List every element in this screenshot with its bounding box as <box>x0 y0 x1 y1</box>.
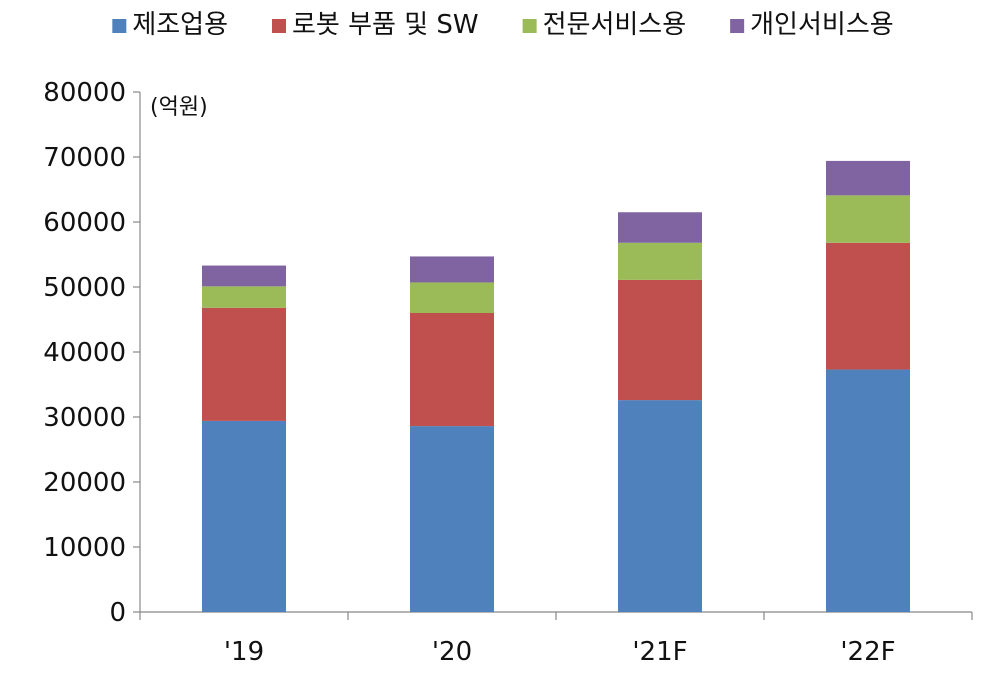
y-tick-label: 50000 <box>43 273 126 303</box>
y-tick-label: 70000 <box>43 143 126 173</box>
bar-segment-2 <box>826 195 910 243</box>
legend-swatch <box>522 19 537 33</box>
bar-segment-3 <box>826 160 910 196</box>
legend: 제조업용 로봇 부품 및 SW 전문서비스용 개인서비스용 <box>112 10 894 40</box>
x-tick-label: '20 <box>432 637 472 667</box>
legend-label: 로봇 부품 및 SW <box>292 10 479 40</box>
x-tick-label: '21F <box>632 637 687 667</box>
bars <box>202 160 910 612</box>
legend-swatch <box>730 19 745 33</box>
bar-segment-0 <box>826 369 910 612</box>
legend-swatch <box>272 19 287 33</box>
y-tick-label: 20000 <box>43 468 126 498</box>
bar-segment-0 <box>410 426 494 612</box>
y-tick-label: 0 <box>109 598 126 628</box>
legend-label: 제조업용 <box>132 10 228 40</box>
y-tick-label: 60000 <box>43 208 126 238</box>
y-tick-label: 80000 <box>43 78 126 108</box>
bar-segment-3 <box>618 212 702 243</box>
bar-segment-1 <box>202 307 286 421</box>
bar-segment-2 <box>202 286 286 308</box>
bar-segment-1 <box>618 279 702 401</box>
bar-segment-1 <box>826 242 910 370</box>
legend-label: 전문서비스용 <box>543 10 687 40</box>
y-tick-label: 30000 <box>43 403 126 433</box>
bar-segment-0 <box>202 420 286 612</box>
legend-label: 개인서비스용 <box>750 10 894 40</box>
x-tick-label: '19 <box>224 637 264 667</box>
bar-segment-0 <box>618 400 702 612</box>
y-tick-label: 10000 <box>43 533 126 563</box>
bar-segment-1 <box>410 313 494 427</box>
y-tick-label: 40000 <box>43 338 126 368</box>
bar-segment-2 <box>410 282 494 313</box>
bar-segment-3 <box>410 256 494 283</box>
bar-segment-3 <box>202 265 286 287</box>
x-axis: '19 '20 '21F '22F <box>139 611 973 667</box>
unit-label: (억원) <box>150 95 208 120</box>
y-axis: 0 10000 20000 30000 40000 50000 60000 70000 8000… <box>43 78 141 628</box>
bar-segment-2 <box>618 242 702 280</box>
x-tick-label: '22F <box>840 637 895 667</box>
legend-swatch <box>112 19 127 33</box>
